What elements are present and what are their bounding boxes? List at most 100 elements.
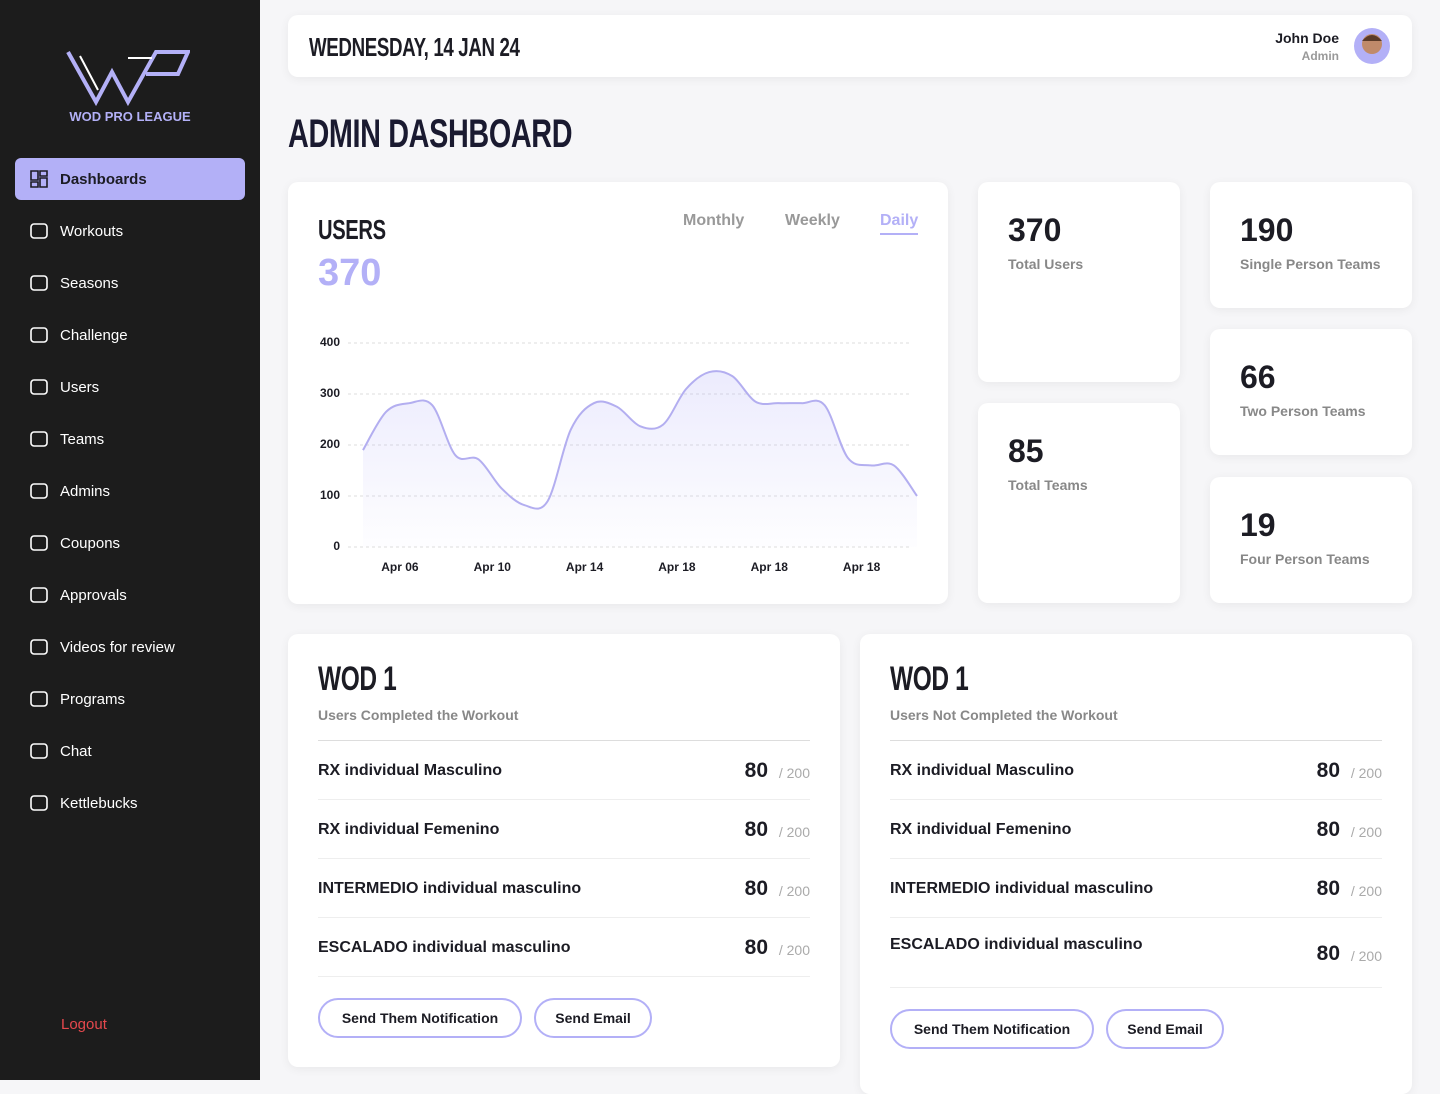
nav-item[interactable]: Workouts <box>15 210 245 252</box>
row-total: / 200 <box>778 765 810 781</box>
stat-card: 370 Total Users <box>978 182 1180 382</box>
nav-icon <box>30 275 48 291</box>
action-button[interactable]: Send Them Notification <box>318 998 522 1038</box>
stat-card: 19 Four Person Teams <box>1210 477 1412 603</box>
nav-item[interactable]: Users <box>15 366 245 408</box>
action-button[interactable]: Send Email <box>1106 1009 1224 1049</box>
nav-item[interactable]: Programs <box>15 678 245 720</box>
user-role: Admin <box>1301 49 1339 63</box>
action-button[interactable]: Send Them Notification <box>890 1009 1094 1049</box>
row-name: ESCALADO individual masculino <box>318 939 571 956</box>
icon-part <box>30 587 48 603</box>
stat-label: Total Users <box>1008 256 1084 272</box>
nav-item[interactable]: Kettlebucks <box>15 782 245 824</box>
nav-icon <box>30 535 48 551</box>
divider <box>890 740 1382 741</box>
action-button[interactable]: Send Email <box>534 998 652 1038</box>
avatar[interactable] <box>1353 27 1391 65</box>
nav-label: Challenge <box>60 326 128 344</box>
icon-part <box>39 170 48 177</box>
divider <box>890 987 1382 988</box>
nav-label: Admins <box>60 482 111 500</box>
nav-item[interactable]: Seasons <box>15 262 245 304</box>
period-tab[interactable]: Daily <box>880 212 919 235</box>
nav-item[interactable]: Approvals <box>15 574 245 616</box>
nav-label: Approvals <box>60 586 127 604</box>
user-name: John Doe <box>1275 30 1339 46</box>
row-total: / 200 <box>778 824 810 840</box>
row-count: 80 <box>744 818 768 841</box>
row-name: RX individual Masculino <box>318 762 503 779</box>
logout-label: Logout <box>61 1016 107 1033</box>
row-count: 80 <box>744 877 768 900</box>
date: WEDNESDAY, 14 JAN 24 <box>309 32 520 62</box>
users-card: USERS 370 0 100 200 300 400 Apr 06 Apr 10 Apr 1… <box>288 182 948 604</box>
icon-part <box>30 275 48 291</box>
row-total: / 200 <box>1350 948 1382 964</box>
divider <box>318 917 810 918</box>
sidebar: WOD PRO LEAGUE Dashboards Workouts Seasons… <box>0 0 260 1080</box>
wod-card: WOD 1 Users Completed the Workout RX indiv… <box>288 634 840 1067</box>
icon-part <box>30 223 48 239</box>
nav-label: Videos for review <box>60 638 175 656</box>
header: WEDNESDAY, 14 JAN 24 John Doe Admin <box>288 15 1412 77</box>
divider <box>318 858 810 859</box>
icon-part <box>30 639 48 655</box>
icon-part <box>30 795 48 811</box>
nav-item[interactable]: Challenge <box>15 314 245 356</box>
row-count: 80 <box>744 759 768 782</box>
wod-card: WOD 1 Users Not Completed the Workout RX i… <box>860 634 1412 1094</box>
row-count: 80 <box>744 936 768 959</box>
chart-title: USERS <box>318 214 386 245</box>
nav-item[interactable]: Chat <box>15 730 245 772</box>
wod-title: WOD 1 <box>318 660 397 698</box>
icon-part <box>30 483 48 499</box>
icon-part <box>30 170 39 181</box>
stat-value: 66 <box>1240 359 1276 395</box>
stat-value: 190 <box>1240 212 1294 248</box>
nav-icon <box>30 691 48 707</box>
row-total: / 200 <box>1350 883 1382 899</box>
wod-subtitle: Users Not Completed the Workout <box>890 707 1118 723</box>
period-tab[interactable]: Weekly <box>785 212 840 229</box>
nav-item[interactable]: Dashboards <box>15 158 245 200</box>
nav-label: Teams <box>60 430 105 448</box>
x-tick-label: Apr 10 <box>474 560 512 574</box>
icon-part <box>30 379 48 395</box>
nav-item[interactable]: Videos for review <box>15 626 245 668</box>
area <box>363 371 917 547</box>
chart: 0 100 200 300 400 Apr 06 Apr 10 Apr 14 Apr 18 Apr… <box>320 335 918 574</box>
nav-label: Coupons <box>60 534 121 552</box>
y-tick-label: 200 <box>320 437 340 451</box>
line <box>362 370 918 510</box>
row-total: / 200 <box>778 883 810 899</box>
row-total: / 200 <box>778 942 810 958</box>
period-tab[interactable]: Monthly <box>683 212 745 229</box>
row-count: 80 <box>1316 877 1340 900</box>
icon-part <box>30 743 48 759</box>
nav-icon <box>30 639 48 655</box>
stat-card: 85 Total Teams <box>978 403 1180 603</box>
nav-label: Programs <box>60 690 126 708</box>
nav-item[interactable]: Admins <box>15 470 245 512</box>
nav-label: Seasons <box>60 274 119 292</box>
icon-part <box>30 535 48 551</box>
row-name: RX individual Femenino <box>318 821 500 838</box>
nav-icon <box>30 170 48 188</box>
icon-part <box>39 177 48 188</box>
y-tick-label: 400 <box>320 335 340 349</box>
divider <box>890 858 1382 859</box>
logout[interactable]: Logout <box>30 1016 107 1033</box>
nav-item[interactable]: Coupons <box>15 522 245 564</box>
nav-item[interactable]: Teams <box>15 418 245 460</box>
stat-card: 66 Two Person Teams <box>1210 329 1412 455</box>
divider <box>318 799 810 800</box>
row-count: 80 <box>1316 759 1340 782</box>
nav-icon <box>30 327 48 343</box>
row-name: ESCALADO individual masculino <box>890 936 1143 953</box>
nav-icon <box>30 795 48 811</box>
stat-label: Four Person Teams <box>1240 551 1370 567</box>
icon-part <box>30 691 48 707</box>
nav-icon <box>30 743 48 759</box>
